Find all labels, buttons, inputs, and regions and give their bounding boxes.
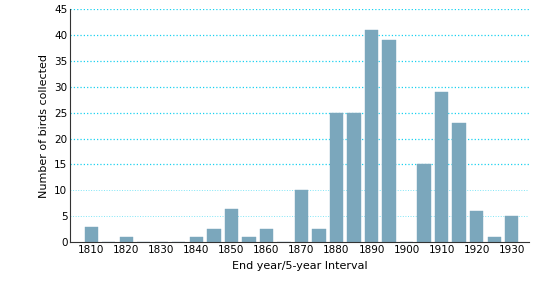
Bar: [225, 208, 238, 242]
Y-axis label: Number of birds collected: Number of birds collected: [39, 53, 49, 198]
Bar: [488, 237, 501, 242]
Bar: [242, 237, 255, 242]
Bar: [435, 92, 448, 242]
Bar: [470, 211, 483, 242]
Bar: [295, 190, 308, 242]
Bar: [417, 164, 431, 242]
Bar: [207, 230, 220, 242]
Bar: [505, 216, 518, 242]
Bar: [330, 113, 343, 242]
Bar: [347, 113, 361, 242]
Bar: [312, 230, 326, 242]
Bar: [382, 40, 396, 242]
X-axis label: End year/5-year Interval: End year/5-year Interval: [232, 261, 368, 271]
Bar: [453, 123, 466, 242]
Bar: [190, 237, 203, 242]
Bar: [365, 29, 378, 242]
Bar: [85, 227, 98, 242]
Bar: [260, 230, 273, 242]
Bar: [119, 237, 133, 242]
